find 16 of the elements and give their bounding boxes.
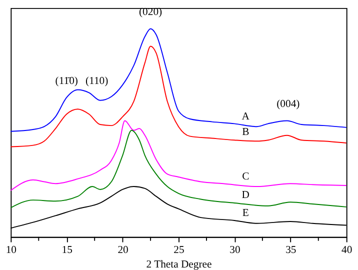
series-label: B <box>242 126 250 138</box>
x-tick-label: 40 <box>342 244 352 256</box>
x-tick-label: 35 <box>286 244 296 256</box>
x-tick-label: 20 <box>118 244 128 256</box>
series-label: E <box>242 207 249 220</box>
annotation: (11̄0) <box>55 74 78 87</box>
x-tick-label: 25 <box>174 244 184 256</box>
series-label: D <box>242 189 250 202</box>
x-tick-label: 10 <box>6 244 16 256</box>
x-axis-title: 2 Theta Degree <box>146 258 212 270</box>
annotation: (110) <box>85 74 109 87</box>
annotation: (004) <box>276 98 300 110</box>
x-tick-label: 30 <box>230 244 240 256</box>
series-label: A <box>242 110 250 122</box>
x-tick-label: 15 <box>62 244 72 256</box>
series-label: C <box>242 170 250 183</box>
